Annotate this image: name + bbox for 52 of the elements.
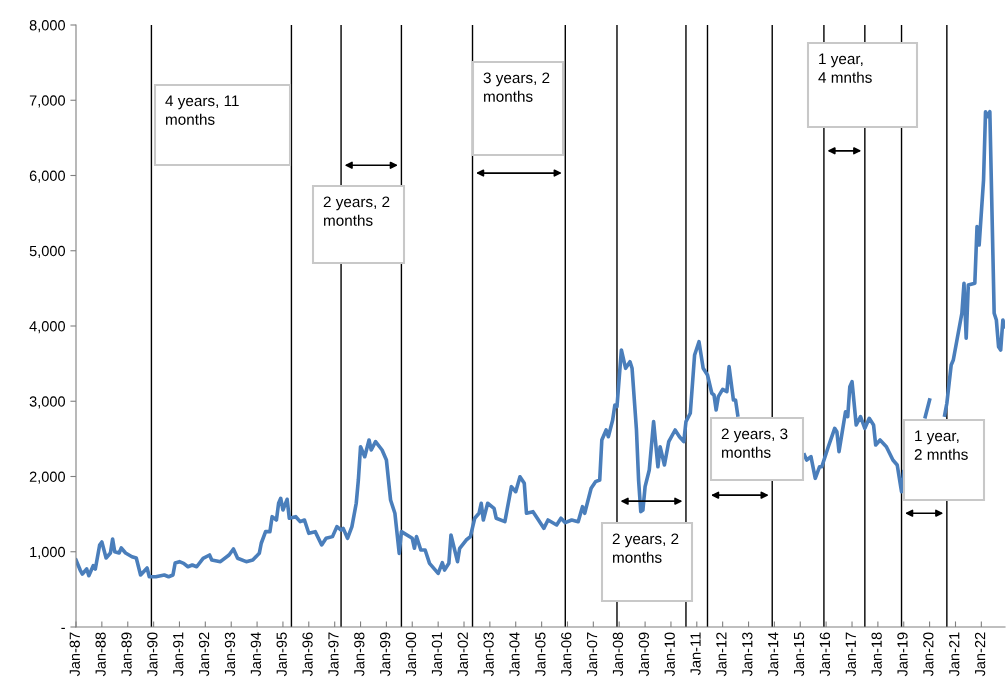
x-tick-label: Jan-96 <box>302 632 313 677</box>
x-tick-label: Jan-12 <box>716 632 727 677</box>
x-tick-label: Jan-09 <box>638 632 650 677</box>
y-tick-label: 6,000 <box>29 170 66 183</box>
annotation: 2 years, 2 months <box>612 533 679 563</box>
x-tick-label: Jan-19 <box>897 632 908 677</box>
y-tick-label: 4,000 <box>29 321 66 334</box>
y-tick-label: 3,000 <box>29 396 66 409</box>
x-tick-label: Jan-97 <box>328 632 339 677</box>
x-tick-label: Jan-10 <box>664 632 675 677</box>
annotation: 4 years, 11 months <box>165 95 239 125</box>
annotation: 1 year, 4 mnths <box>818 53 872 83</box>
y-tick-label: 2,000 <box>29 471 66 484</box>
x-tick-label: Jan-02 <box>457 632 468 677</box>
x-tick-label: Jan-94 <box>250 632 261 677</box>
x-tick-label: Jan-93 <box>224 632 236 677</box>
y-tick-label: 8,000 <box>29 20 66 33</box>
x-tick-label: Jan-03 <box>483 632 494 677</box>
x-tick-label: Jan-08 <box>612 632 624 677</box>
x-tick-label: Jan-05 <box>535 632 546 677</box>
x-tick-label: Jan-98 <box>354 632 365 677</box>
y-tick-label: 5,000 <box>29 245 66 258</box>
x-tick-label: Jan-88 <box>95 632 106 677</box>
y-tick-label: 7,000 <box>29 95 66 108</box>
x-tick-label: Jan-00 <box>405 632 417 677</box>
x-tick-label: Jan-14 <box>768 632 779 677</box>
x-tick-label: Jan-17 <box>845 632 856 677</box>
x-tick-label: Jan-18 <box>871 632 882 677</box>
x-tick-label: Jan-22 <box>974 632 986 677</box>
x-tick-label: Jan-15 <box>794 632 805 677</box>
x-tick-label: Jan-16 <box>819 632 831 677</box>
x-tick-label: Jan-13 <box>742 632 753 677</box>
x-tick-label: Jan-99 <box>379 632 391 677</box>
x-tick-label: Jan-07 <box>586 632 598 677</box>
x-tick-label: Jan-90 <box>147 632 158 677</box>
x-tick-label: Jan-87 <box>69 632 80 677</box>
x-tick-label: Jan-21 <box>949 632 960 677</box>
x-tick-label: Jan-89 <box>121 632 132 677</box>
annotation: 2 years, 2 months <box>323 196 390 226</box>
x-tick-label: Jan-01 <box>431 632 443 677</box>
x-tick-label: Jan-92 <box>198 632 210 677</box>
annotation: 1 year, 2 mnths <box>914 430 968 460</box>
x-tick-label: Jan-91 <box>173 632 184 677</box>
y-tick-label: - <box>61 627 65 629</box>
annotation: 3 years, 2 months <box>483 72 550 102</box>
annotation: 2 years, 3 months <box>721 428 788 458</box>
x-tick-label: Jan-06 <box>561 632 572 677</box>
x-tick-label: Jan-20 <box>923 632 934 677</box>
x-tick-label: Jan-95 <box>276 632 287 677</box>
x-tick-label: Jan-11 <box>690 632 701 676</box>
y-tick-label: 1,000 <box>30 546 66 559</box>
x-tick-label: Jan-04 <box>509 632 520 677</box>
